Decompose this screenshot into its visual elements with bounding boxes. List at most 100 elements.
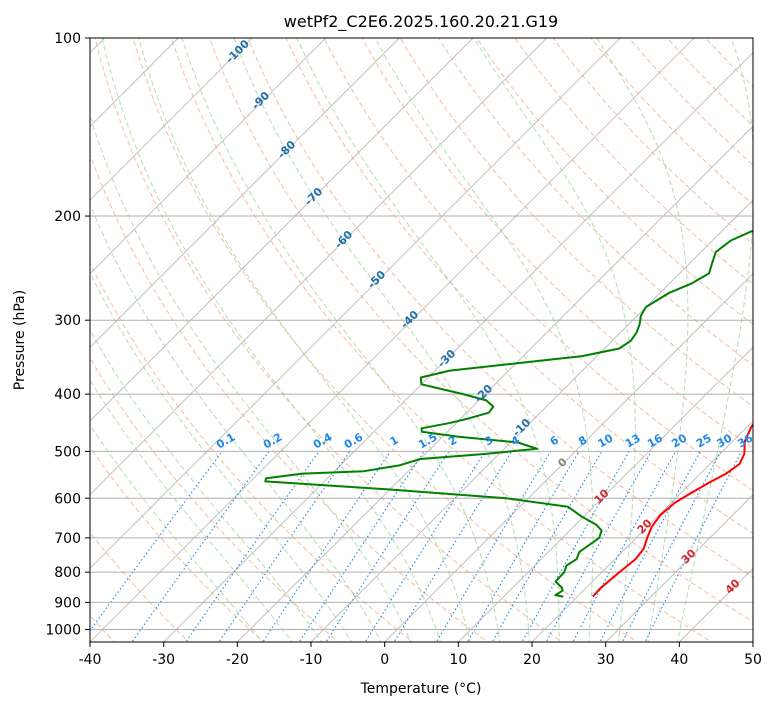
isotherm-line: [90, 38, 474, 422]
moist-adiabat-line: [596, 38, 689, 642]
mixing-ratio-label: 10: [596, 431, 616, 450]
dry-adiabat-label: -90: [249, 89, 272, 112]
mixing-ratio-line: [393, 451, 513, 642]
dry-adiabat-label: -80: [275, 138, 298, 161]
x-tick-label: 30: [597, 652, 615, 668]
isotherm-line: [90, 38, 253, 201]
mixing-ratio-label: 30: [715, 431, 735, 450]
mixing-ratio-line: [466, 451, 580, 642]
plot-frame: [89, 37, 754, 643]
dry-adiabat-label: -50: [365, 268, 388, 291]
isotherm-line: [531, 420, 753, 642]
moist-adiabat-line: [90, 114, 412, 642]
isotherm-line: [752, 641, 753, 642]
y-tick-label: 500: [54, 444, 81, 460]
pressure-gridlines: [90, 37, 753, 630]
chart-title: wetPf2_C2E6.2025.160.20.21.G19: [284, 12, 558, 32]
isotherm-line: [236, 125, 753, 642]
dry-adiabat-line: [399, 38, 753, 408]
dry-adiabat-line: [170, 38, 713, 642]
temperature-line: [592, 422, 753, 598]
isotherm-line: [90, 38, 548, 496]
y-tick-label: 1000: [45, 622, 81, 638]
dry-adiabat-line: [323, 38, 753, 492]
mixing-ratio-line: [262, 451, 391, 642]
mixing-ratio-label: 20: [669, 431, 689, 450]
mixing-ratio-label: 16: [645, 431, 665, 450]
mixing-ratio-line: [572, 451, 676, 642]
dry-adiabat-line: [247, 38, 753, 578]
profile-series: [264, 229, 753, 598]
x-tick-label: 50: [744, 652, 762, 668]
dry-adiabat-line: [514, 38, 753, 285]
moist-adiabat-line: [296, 38, 560, 642]
x-axis-ticks: -40 -30 -20 -10 0 10 20 30 40 50: [79, 642, 762, 668]
y-tick-label: 900: [54, 595, 81, 611]
mixing-ratio-line: [90, 451, 223, 632]
mixing-ratio-line: [218, 451, 351, 642]
dry-adiabat-label: -20: [472, 382, 495, 405]
mixing-ratio-label: 13: [623, 432, 643, 451]
x-axis-label: Temperature (°C): [360, 681, 482, 697]
moist-adiabat-line: [473, 38, 636, 642]
dry-adiabat-label: -100: [223, 37, 252, 66]
isotherm-line: [310, 199, 753, 642]
isotherm-line: [90, 38, 621, 569]
y-tick-label: 700: [54, 531, 81, 547]
dry-adiabat-label: -70: [302, 185, 325, 208]
mixing-ratio-label: 6: [548, 433, 561, 448]
moist-adiabat-line: [138, 38, 471, 642]
dry-adiabat-line: [90, 153, 489, 642]
moist-adiabat-line: [181, 38, 501, 642]
moist-adiabat-line: [90, 424, 264, 642]
x-tick-label: -40: [79, 652, 102, 668]
isotherm-line: [605, 494, 753, 642]
y-tick-label: 800: [54, 565, 81, 581]
isotherm-line: [90, 38, 327, 275]
mixing-ratio-label: 0.1: [214, 430, 237, 451]
mixing-ratio-line: [325, 451, 450, 642]
x-tick-label: -30: [152, 652, 175, 668]
x-tick-label: -20: [226, 652, 249, 668]
dry-adiabat-line: [476, 38, 753, 326]
x-tick-label: 40: [670, 652, 688, 668]
moist-adiabat-line: [90, 378, 293, 642]
dewpoint-line: [264, 229, 753, 598]
y-axis-ticks: 100 200 300 400 500 600 700 800 900 1000: [45, 31, 90, 638]
dry-adiabat-line: [361, 38, 753, 449]
y-tick-label: 100: [54, 31, 81, 47]
dry-adiabat-label: -60: [332, 228, 355, 251]
y-axis-label: Pressure (hPa): [12, 290, 28, 390]
mixing-ratio-label: 36: [735, 431, 755, 450]
mixing-ratio-label: 25: [694, 432, 714, 451]
dry-adiabat-label: 40: [723, 576, 743, 596]
isotherm-line: [163, 52, 753, 642]
mixing-ratio-line: [545, 451, 652, 642]
background-lines: [90, 38, 753, 642]
dry-adiabat-line: [437, 38, 753, 366]
dry-adiabat-line: [90, 446, 265, 642]
line-labels: -100-90-80-70-60-50-40-30-20-10010203040…: [214, 37, 755, 597]
dry-adiabat-line: [285, 38, 753, 535]
dry-adiabat-line: [90, 357, 340, 642]
dry-adiabat-label: 30: [679, 546, 699, 566]
mixing-ratio-line: [298, 451, 425, 642]
isotherm-line: [90, 38, 179, 127]
x-tick-label: 10: [449, 652, 467, 668]
y-tick-label: 400: [54, 387, 81, 403]
mixing-ratio-line: [185, 451, 320, 642]
y-tick-label: 300: [54, 313, 81, 329]
isotherm-line: [90, 38, 695, 642]
x-tick-label: -10: [300, 652, 323, 668]
dry-adiabat-label: 0: [555, 455, 570, 470]
dry-adiabat-line: [552, 38, 753, 245]
mixing-ratio-line: [621, 451, 722, 642]
dry-adiabat-line: [132, 38, 638, 642]
mixing-ratio-line: [435, 451, 552, 642]
dry-adiabat-line: [590, 38, 753, 206]
isotherm-line: [457, 346, 753, 642]
dry-adiabat-line: [90, 261, 414, 642]
moist-adiabat-line: [90, 271, 352, 642]
mixing-ratio-line: [131, 451, 270, 642]
